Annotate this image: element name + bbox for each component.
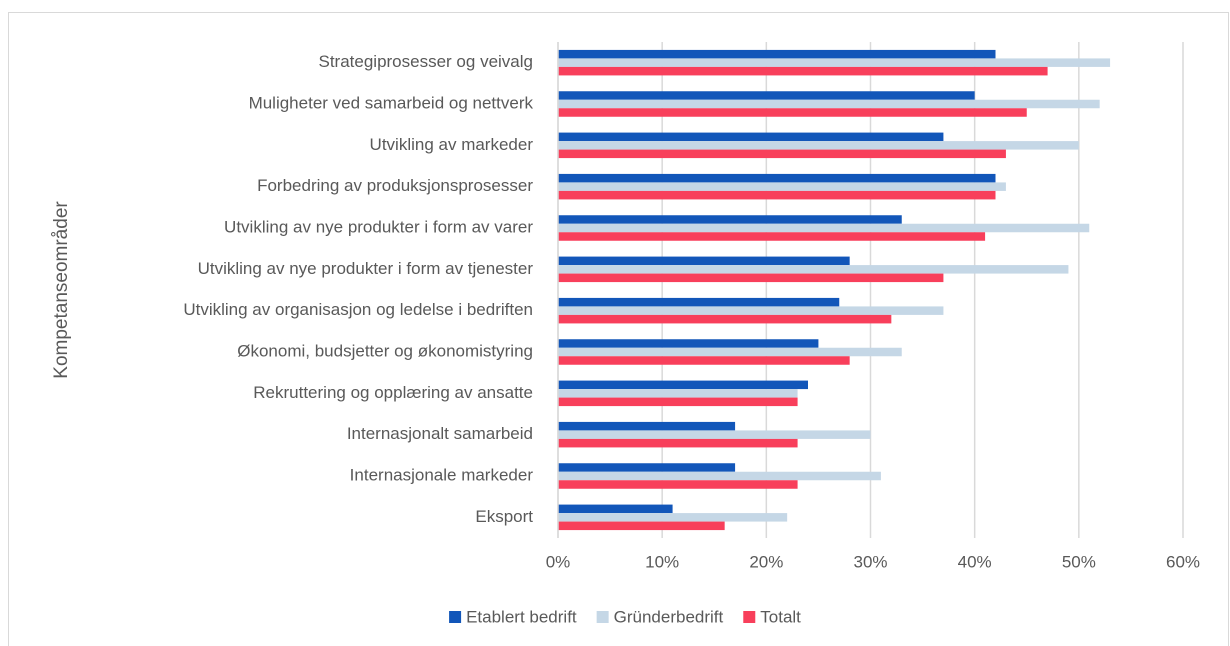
bar xyxy=(558,173,996,183)
y-tick-label: Økonomi, budsjetter og økonomistyring xyxy=(237,341,533,360)
legend-swatch xyxy=(449,611,462,623)
bar xyxy=(558,108,1027,117)
legend-label: Gründerbedrift xyxy=(614,607,724,626)
y-tick-label: Utvikling av markeder xyxy=(370,135,534,154)
y-tick-label: Internasjonalt samarbeid xyxy=(347,424,533,443)
bar xyxy=(558,66,1048,76)
x-tick-label: 10% xyxy=(645,552,679,571)
bar xyxy=(558,232,986,241)
bar xyxy=(558,397,798,407)
bar xyxy=(558,141,1079,150)
bar xyxy=(558,265,1069,274)
legend-swatch xyxy=(596,611,609,623)
legend-label: Etablert bedrift xyxy=(466,607,577,626)
bar xyxy=(558,215,902,224)
bar xyxy=(558,513,788,522)
x-tick-label: 40% xyxy=(958,552,992,571)
x-tick-label: 0% xyxy=(546,552,571,571)
bar xyxy=(558,430,871,439)
y-tick-label: Internasjonale markeder xyxy=(350,465,534,484)
bar xyxy=(558,380,808,390)
bar xyxy=(558,91,975,100)
x-tick-label: 60% xyxy=(1166,552,1200,571)
bar xyxy=(558,347,902,357)
x-tick-label: 20% xyxy=(749,552,783,571)
bar xyxy=(558,356,850,365)
bar xyxy=(558,182,1006,191)
chart-frame xyxy=(8,12,1229,646)
bar xyxy=(558,314,892,324)
bar xyxy=(558,132,944,142)
bar xyxy=(558,99,1100,109)
x-tick-label: 50% xyxy=(1062,552,1096,571)
y-tick-label: Forbedring av produksjonsprosesser xyxy=(257,176,533,195)
bar xyxy=(558,463,736,472)
bar xyxy=(558,480,798,489)
y-tick-label: Strategiprosesser og veivalg xyxy=(318,52,533,71)
bar xyxy=(558,521,725,531)
bar xyxy=(558,149,1006,159)
bar xyxy=(558,49,996,59)
bar xyxy=(558,273,944,283)
bar xyxy=(558,339,819,348)
bar xyxy=(558,256,850,266)
y-tick-label: Utvikling av organisasjon og ledelse i b… xyxy=(183,300,533,319)
y-tick-label: Eksport xyxy=(475,507,533,526)
bar xyxy=(558,223,1090,233)
bar xyxy=(558,306,944,315)
y-tick-label: Utvikling av nye produkter i form av tje… xyxy=(198,259,534,278)
bar xyxy=(558,421,736,431)
legend-swatch xyxy=(743,611,756,623)
bar xyxy=(558,297,840,307)
bar xyxy=(558,504,673,514)
legend-label: Totalt xyxy=(760,607,801,626)
y-tick-label: Muligheter ved samarbeid og nettverk xyxy=(249,93,534,112)
bar xyxy=(558,471,881,481)
y-tick-label: Utvikling av nye produkter i form av var… xyxy=(224,217,533,236)
bar xyxy=(558,58,1111,67)
y-axis-title: Kompetanseområder xyxy=(51,201,72,379)
x-tick-label: 30% xyxy=(853,552,887,571)
bar xyxy=(558,190,996,200)
bar xyxy=(558,438,798,448)
y-tick-label: Rekruttering og opplæring av ansatte xyxy=(253,383,533,402)
bar xyxy=(558,389,798,398)
